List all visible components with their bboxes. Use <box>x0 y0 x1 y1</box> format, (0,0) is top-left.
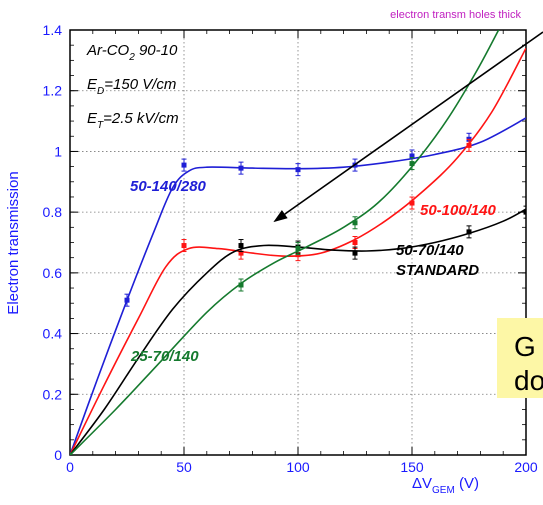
y-tick-label: 1 <box>54 143 62 159</box>
series-label-blue: 50-140/280 <box>130 178 207 195</box>
axis-tick-labels: 0 50 100 150 200 0 0.2 0.4 0.6 0.8 1 1.2 1.4 <box>43 22 538 475</box>
condition-transfer-value: =2.5 kV/cm <box>103 110 178 127</box>
series-line <box>70 30 500 455</box>
data-point <box>238 243 244 249</box>
y-tick-label: 0.6 <box>43 265 63 281</box>
condition-transfer-sub: T <box>97 120 104 131</box>
data-point <box>70 452 73 455</box>
condition-gas-name: Ar-CO <box>86 42 130 59</box>
series-group <box>70 30 500 455</box>
condition-gas: Ar-CO2 90-10 <box>86 42 178 63</box>
data-point <box>523 209 526 215</box>
annotation-arrow <box>273 31 543 223</box>
y-tick-label: 1.2 <box>43 83 63 99</box>
condition-drift-sub: D <box>97 86 104 97</box>
series-label-green: 25-70/140 <box>130 348 199 365</box>
condition-gas-ratio: 90-10 <box>135 42 178 59</box>
header-tag: electron transm holes thick <box>390 9 521 21</box>
data-point <box>238 282 244 288</box>
callout-text: G do <box>514 331 543 396</box>
data-point <box>409 153 415 159</box>
data-point <box>352 220 358 226</box>
callout-box <box>497 318 543 398</box>
data-point <box>181 162 187 168</box>
x-axis-title-main: ΔV <box>412 475 432 492</box>
data-point <box>466 142 472 148</box>
condition-gas-sub: 2 <box>128 52 135 63</box>
x-tick-label: 200 <box>514 459 538 475</box>
condition-transfer-field: ET=2.5 kV/cm <box>87 110 179 131</box>
data-point <box>238 165 244 171</box>
series-label-red: 50-100/140 <box>420 202 497 219</box>
series-label-black-2: STANDARD <box>396 262 479 279</box>
y-tick-label: 0.8 <box>43 204 63 220</box>
data-point <box>124 297 130 303</box>
condition-transfer-e: E <box>87 110 98 127</box>
y-tick-label: 0.2 <box>43 386 63 402</box>
data-point <box>409 161 415 167</box>
condition-drift-e: E <box>87 76 98 93</box>
condition-drift-field: ED=150 V/cm <box>87 76 176 97</box>
x-tick-label: 150 <box>400 459 424 475</box>
data-point <box>238 250 244 256</box>
series-label-black-1: 50-70/140 <box>396 242 464 259</box>
data-point <box>352 250 358 256</box>
x-axis-title-sub: GEM <box>432 485 455 496</box>
y-tick-label: 0.4 <box>43 326 63 342</box>
data-point <box>466 229 472 235</box>
data-point <box>409 200 415 206</box>
series-group <box>70 117 526 455</box>
data-point <box>295 246 301 252</box>
axis-ticks <box>69 29 527 456</box>
y-axis-title: Electron transmission <box>5 171 22 314</box>
x-tick-label: 50 <box>176 459 192 475</box>
data-point <box>181 243 187 249</box>
x-axis-title: ΔVGEM (V) <box>412 475 479 496</box>
y-tick-label: 1.4 <box>43 22 63 38</box>
y-tick-label: 0 <box>54 447 62 463</box>
x-tick-label: 0 <box>66 459 74 475</box>
data-point <box>352 240 358 245</box>
x-axis-title-unit: (V) <box>455 475 479 492</box>
x-tick-label: 100 <box>286 459 310 475</box>
data-point <box>295 167 301 173</box>
condition-drift-value: =150 V/cm <box>104 76 176 93</box>
series-layer <box>70 30 526 455</box>
